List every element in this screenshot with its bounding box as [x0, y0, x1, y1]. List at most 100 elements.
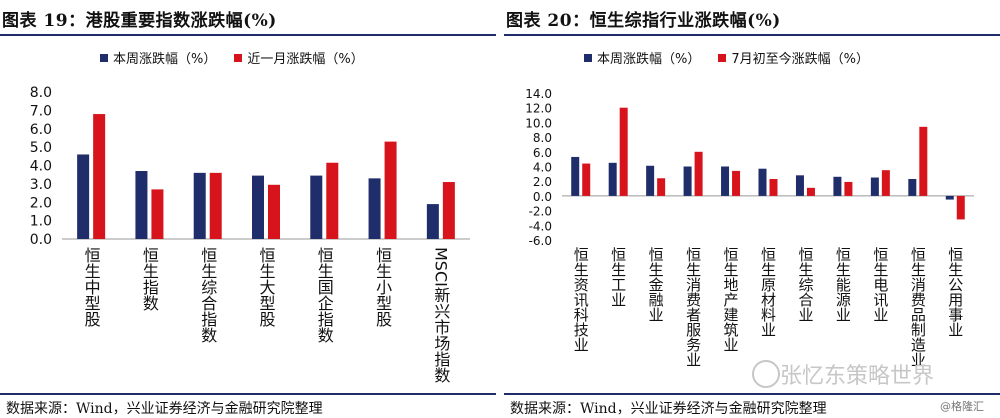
left-bar-b-3	[268, 184, 280, 239]
right-ytick-0: -6.0	[529, 234, 552, 248]
right-title: 图表 20：恒生综指行业涨跌幅(%)	[506, 11, 781, 31]
left-ytick-3: 3.0	[30, 177, 52, 193]
left-legend: 本周涨跌幅（%） 近一月涨跌幅（%）	[100, 48, 382, 67]
right-bottom-rule	[504, 393, 1000, 395]
right-bar-a-6	[795, 175, 804, 196]
left-ytick-2: 2.0	[30, 195, 52, 211]
left-bar-a-0	[77, 154, 90, 239]
left-ytick-4: 4.0	[30, 159, 52, 175]
left-xlabel-6: MSCI新兴市场指数	[431, 247, 450, 383]
right-bar-a-3	[683, 166, 692, 196]
right-xlabel-4: 恒生地产建筑业	[722, 247, 740, 352]
right-bar-b-1	[619, 107, 628, 196]
right-bar-a-8	[870, 177, 879, 196]
right-ytick-5: 4.0	[533, 161, 552, 175]
credit: @格隆汇	[940, 400, 984, 413]
right-bar-b-8	[881, 170, 890, 196]
left-bar-a-2	[193, 172, 206, 239]
right-source: 数据来源：Wind，兴业证券经济与金融研究院整理	[510, 401, 827, 417]
left-xlabel-5: 恒生小型股	[373, 247, 392, 328]
left-bar-b-2	[209, 172, 222, 239]
right-legend-label-1: 7月初至今涨跌幅（%）	[731, 52, 869, 67]
left-bar-chart: 0.0 1.0 2.0 3.0 4.0 5.0 6.0 7.0 8.0 恒生中型股 恒生指数 恒生综合…	[30, 85, 470, 383]
legend-swatch-navy	[100, 53, 108, 62]
right-bar-b-2	[657, 178, 666, 196]
legend-swatch-navy	[584, 53, 592, 62]
right-legend-label-0: 本周涨跌幅（%）	[597, 52, 701, 67]
right-legend-item-1: 7月初至今涨跌幅（%）	[718, 48, 869, 67]
left-top-rule	[0, 34, 496, 36]
right-xlabel-7: 恒生能源业	[834, 247, 852, 322]
right-bar-b-10	[956, 195, 965, 220]
legend-swatch-red	[718, 53, 727, 62]
left-bar-b-1	[151, 189, 164, 239]
right-ytick-2: -2.0	[529, 205, 552, 219]
left-xlabel-3: 恒生大型股	[257, 247, 276, 328]
left-xlabel-1: 恒生指数	[140, 247, 159, 311]
right-ytick-1: -4.0	[529, 219, 552, 233]
right-bar-a-4	[721, 166, 730, 196]
left-source: 数据来源：Wind，兴业证券经济与金融研究院整理	[6, 401, 323, 417]
right-bar-b-4	[732, 170, 741, 196]
right-xlabel-1: 恒生工业	[609, 247, 627, 307]
watermark: 张忆东策略世界	[780, 364, 935, 389]
right-xlabel-0: 恒生资讯科技业	[572, 247, 590, 352]
right-bar-a-7	[833, 176, 842, 196]
left-ytick-8: 8.0	[30, 85, 52, 101]
right-bar-a-10	[945, 195, 954, 200]
right-legend-item-0: 本周涨跌幅（%）	[584, 48, 700, 67]
left-bottom-rule	[0, 393, 496, 395]
right-ytick-10: 14.0	[525, 87, 552, 101]
right-bar-b-3	[694, 151, 703, 196]
left-ytick-0: 0.0	[30, 232, 52, 248]
right-xlabel-2: 恒生金融业	[647, 247, 665, 322]
left-bar-a-4	[310, 175, 323, 239]
right-bar-b-7	[844, 181, 853, 196]
left-legend-item-1: 近一月涨跌幅（%）	[234, 48, 364, 67]
left-legend-label-1: 近一月涨跌幅（%）	[247, 52, 364, 67]
right-bar-b-6	[806, 187, 815, 196]
right-bar-a-0	[571, 156, 580, 196]
left-bar-b-4	[326, 162, 339, 239]
left-bar-a-3	[252, 175, 264, 239]
left-ytick-5: 5.0	[30, 140, 52, 156]
left-ytick-6: 6.0	[30, 122, 52, 138]
right-xlabel-5: 恒生原材料业	[759, 247, 777, 337]
legend-swatch-red	[234, 53, 243, 62]
right-top-rule	[504, 34, 1000, 36]
left-title: 图表 19：港股重要指数涨跌幅(%)	[2, 11, 277, 31]
left-bar-a-5	[368, 178, 381, 239]
left-legend-label-0: 本周涨跌幅（%）	[113, 52, 217, 67]
left-bar-b-5	[384, 141, 397, 239]
left-xlabel-2: 恒生综合指数	[198, 247, 217, 343]
left-bar-a-1	[135, 171, 148, 239]
right-bar-b-5	[769, 178, 778, 196]
left-xlabel-0: 恒生中型股	[82, 247, 101, 328]
left-panel: 图表 19：港股重要指数涨跌幅(%) 本周涨跌幅（%） 近一月涨跌幅（%） 0.…	[0, 0, 496, 418]
right-xlabel-9: 恒生消费品制造业	[909, 247, 927, 367]
left-ytick-7: 7.0	[30, 103, 52, 119]
left-bar-a-6	[426, 204, 439, 239]
right-panel: 图表 20：恒生综指行业涨跌幅(%) 本周涨跌幅（%） 7月初至今涨跌幅（%） …	[504, 0, 1000, 418]
left-xlabel-4: 恒生国企指数	[315, 247, 334, 343]
right-bar-a-9	[908, 178, 917, 196]
right-ytick-8: 10.0	[525, 116, 552, 130]
right-xlabel-6: 恒生综合业	[796, 247, 814, 322]
left-bar-b-6	[442, 182, 455, 239]
right-xlabel-8: 恒生电讯业	[871, 247, 889, 322]
left-ytick-1: 1.0	[30, 214, 52, 230]
left-legend-item-0: 本周涨跌幅（%）	[100, 48, 216, 67]
right-ytick-6: 6.0	[533, 146, 552, 160]
wechat-icon	[752, 360, 780, 388]
right-bar-b-0	[582, 163, 591, 196]
right-bar-a-1	[608, 162, 617, 196]
right-bar-chart: -6.0-4.0-2.00.02.04.06.08.010.012.014.0 恒…	[525, 87, 974, 367]
right-xlabel-3: 恒生消费者服务业	[684, 247, 702, 367]
right-bar-a-5	[758, 168, 767, 196]
right-ytick-9: 12.0	[525, 102, 552, 116]
right-legend: 本周涨跌幅（%） 7月初至今涨跌幅（%）	[584, 48, 887, 67]
right-ytick-4: 2.0	[533, 175, 552, 189]
right-bar-a-2	[646, 165, 655, 196]
right-xlabel-10: 恒生公用事业	[946, 247, 964, 337]
right-ytick-7: 8.0	[533, 131, 552, 145]
